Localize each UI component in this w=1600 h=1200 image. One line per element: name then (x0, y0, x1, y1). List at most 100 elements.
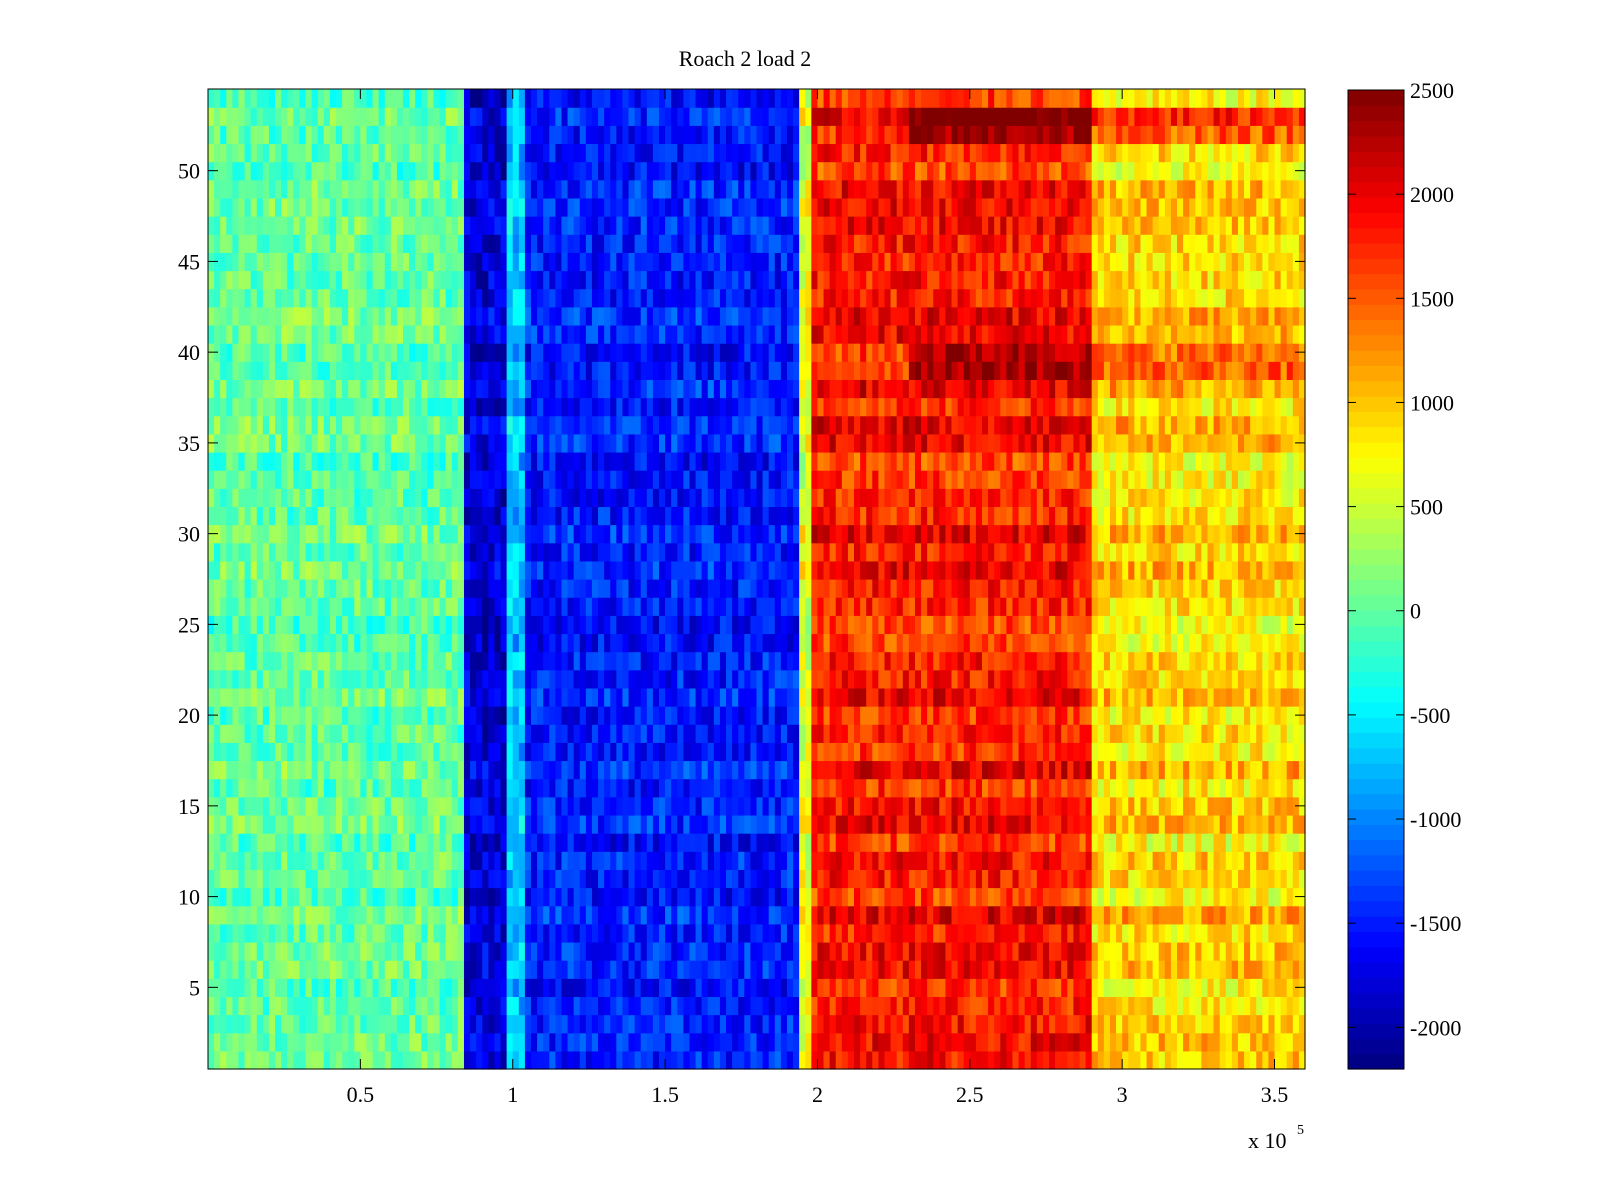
heatmap-cell (732, 887, 739, 907)
heatmap-cell (1280, 760, 1288, 780)
heatmap-cell (250, 923, 258, 943)
heatmap-cell (701, 1050, 709, 1070)
heatmap-cell (342, 996, 349, 1016)
heatmap-cell (975, 651, 983, 671)
heatmap-cell (963, 833, 971, 852)
heatmap-cell (829, 887, 837, 907)
heatmap-cell (658, 579, 666, 598)
heatmap-cell (914, 651, 922, 671)
heatmap-cell (500, 796, 508, 816)
heatmap-cell (1030, 887, 1038, 907)
heatmap-cell (1152, 633, 1160, 653)
heatmap-cell (817, 742, 825, 762)
heatmap-cell (1122, 1050, 1129, 1070)
heatmap-cell (470, 996, 477, 1016)
heatmap-cell (226, 833, 233, 852)
heatmap-cell (707, 887, 715, 907)
heatmap-cell (671, 978, 678, 998)
heatmap-cell (1006, 887, 1014, 907)
heatmap-cell (927, 778, 934, 798)
heatmap-cell (1116, 651, 1123, 671)
heatmap-cell (1164, 615, 1172, 635)
heatmap-cell (244, 941, 252, 961)
heatmap-cell (835, 633, 843, 653)
heatmap-cell (1018, 978, 1026, 998)
heatmap-cell (768, 687, 776, 707)
heatmap-cell (683, 579, 691, 598)
heatmap-cell (317, 687, 325, 707)
heatmap-cell (323, 978, 331, 998)
heatmap-cell (835, 1014, 843, 1034)
heatmap-cell (878, 1050, 886, 1070)
heatmap-cell (908, 996, 916, 1016)
heatmap-cell (463, 778, 471, 798)
heatmap-cell (506, 941, 514, 961)
heatmap-cell (1170, 905, 1178, 925)
heatmap-cell (1244, 669, 1251, 689)
heatmap-cell (793, 560, 800, 580)
heatmap-cell (470, 869, 477, 889)
heatmap-cell (220, 923, 227, 943)
heatmap-cell (378, 887, 386, 907)
heatmap-cell (250, 615, 258, 635)
heatmap-cell (1079, 597, 1087, 616)
heatmap-cell (1073, 1032, 1081, 1052)
heatmap-cell (1237, 706, 1245, 725)
heatmap-cell (555, 833, 563, 852)
heatmap-cell (756, 996, 764, 1016)
heatmap-cell (1274, 960, 1282, 979)
heatmap-cell (652, 560, 660, 580)
heatmap-cell (500, 923, 508, 943)
heatmap-cell (1049, 1032, 1056, 1052)
heatmap-cell (768, 851, 776, 870)
heatmap-cell (817, 796, 825, 816)
heatmap-cell (1036, 615, 1044, 635)
heatmap-cell (531, 978, 538, 998)
heatmap-cell (1122, 960, 1129, 979)
heatmap-cell (317, 978, 325, 998)
heatmap-cell (1177, 941, 1184, 961)
heatmap-cell (305, 1050, 313, 1070)
heatmap-cell (719, 724, 727, 743)
heatmap-cell (1170, 597, 1178, 616)
heatmap-cell (933, 669, 940, 689)
heatmap-cell (451, 960, 459, 979)
heatmap-cell (567, 814, 575, 834)
heatmap-cell (793, 814, 800, 834)
heatmap-cell (244, 760, 252, 780)
heatmap-cell (591, 633, 599, 653)
heatmap-cell (768, 869, 776, 889)
heatmap-cell (1152, 742, 1160, 762)
heatmap-cell (805, 887, 812, 907)
heatmap-cell (1122, 579, 1129, 598)
heatmap-cell (281, 1050, 288, 1070)
heatmap-cell (963, 760, 971, 780)
heatmap-cell (1170, 669, 1178, 689)
heatmap-cell (945, 1014, 953, 1034)
heatmap-cell (372, 615, 380, 635)
heatmap-cell (707, 760, 715, 780)
heatmap-cell (738, 669, 745, 689)
heatmap-cell (409, 869, 416, 889)
heatmap-cell (451, 1032, 459, 1052)
heatmap-cell (1262, 651, 1270, 671)
heatmap-cell (1067, 814, 1075, 834)
heatmap-cell (793, 579, 800, 598)
heatmap-cell (1237, 633, 1245, 653)
heatmap-cell (713, 796, 721, 816)
heatmap-cell (616, 669, 624, 689)
heatmap-cell (1250, 941, 1257, 961)
heatmap-cell (561, 941, 569, 961)
heatmap-cell (945, 978, 953, 998)
heatmap-cell (860, 1050, 867, 1070)
heatmap-cell (250, 1032, 258, 1052)
heatmap-cell (1256, 941, 1263, 961)
heatmap-cell (701, 905, 709, 925)
heatmap-cell (457, 579, 465, 598)
heatmap-cell (823, 597, 831, 616)
heatmap-cell (232, 597, 240, 616)
heatmap-cell (1177, 615, 1184, 635)
heatmap-cell (963, 1032, 971, 1052)
heatmap-cell (238, 978, 246, 998)
heatmap-cell (719, 996, 727, 1016)
